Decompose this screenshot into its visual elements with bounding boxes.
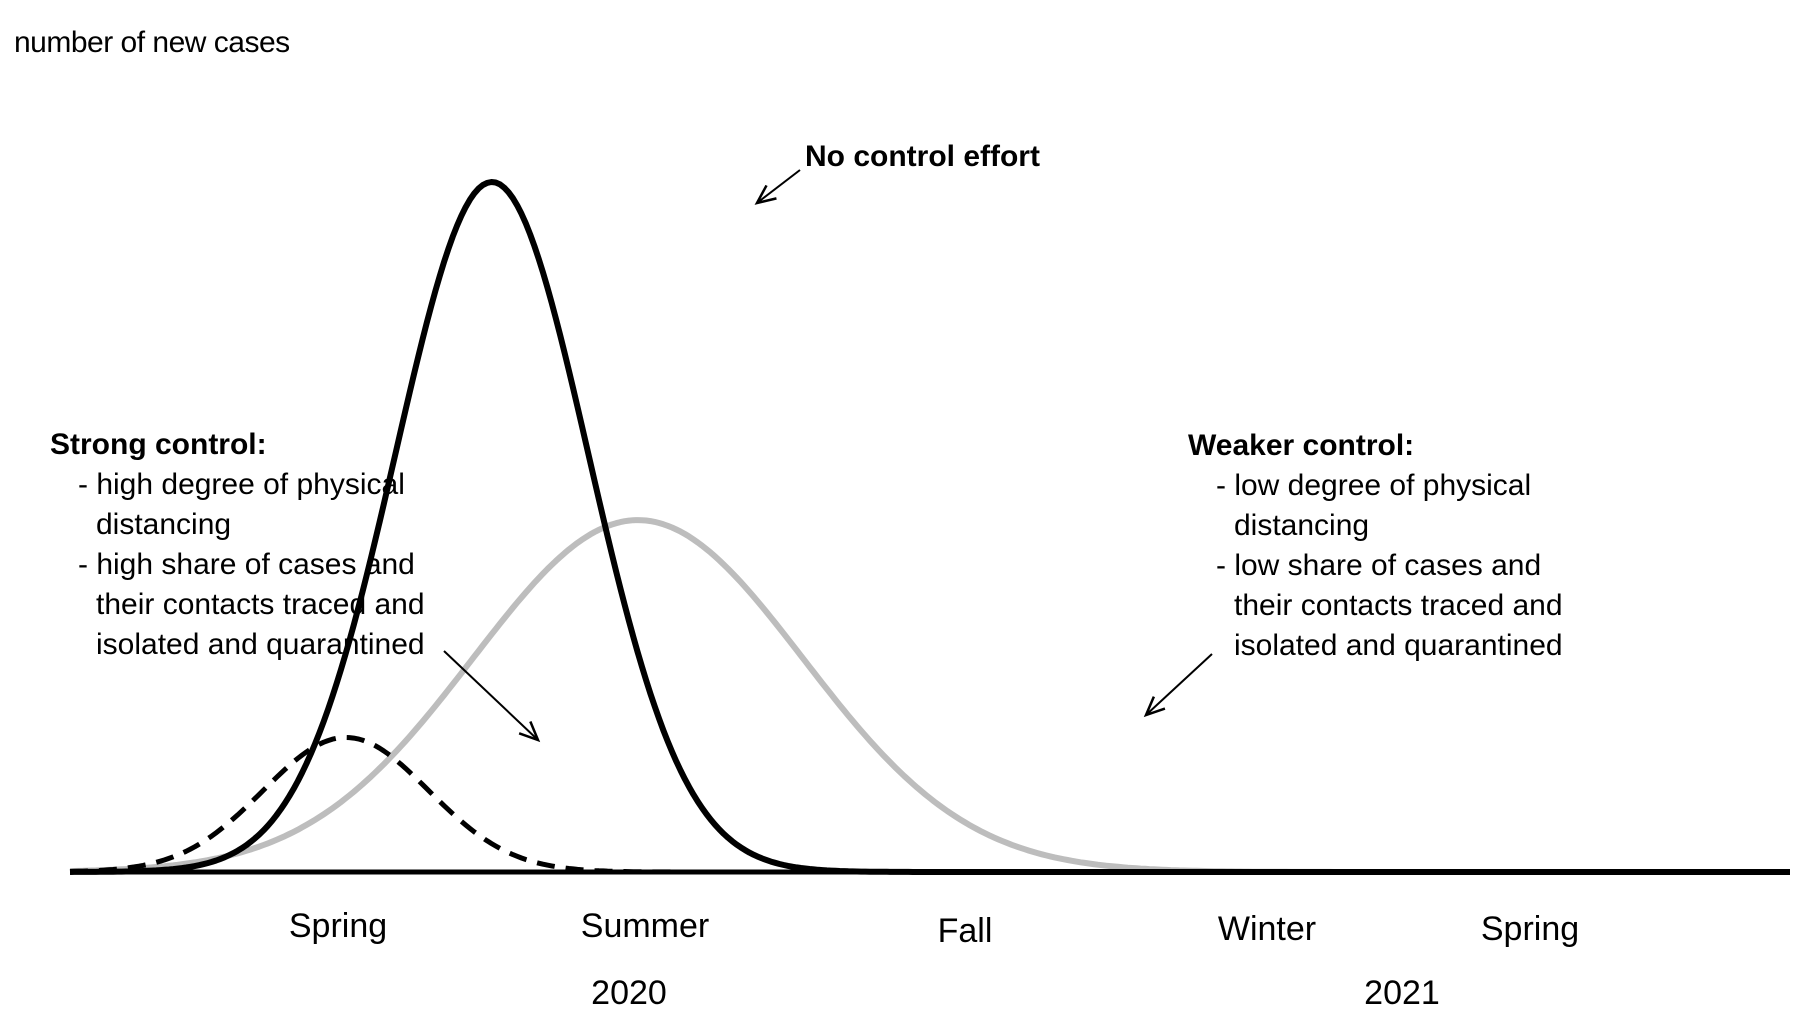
x-tick-label: Summer (581, 907, 709, 945)
weaker-control-line: isolated and quarantined (1234, 629, 1563, 662)
year-label: 2021 (1364, 974, 1440, 1012)
strong-control-line: their contacts traced and (96, 588, 425, 621)
annotation-arrows (443, 169, 1213, 743)
weaker-control-line: - low degree of physical (1216, 469, 1532, 502)
strong-control-annotation: Strong control: - high degree of physica… (50, 425, 425, 665)
weaker-control-line: distancing (1234, 509, 1370, 542)
strong-control-line: isolated and quarantined (96, 628, 425, 661)
weaker-control-arrow (1143, 653, 1213, 718)
weaker-control-annotation: Weaker control: - low degree of physical… (1188, 426, 1563, 666)
no-control-label: No control effort (805, 140, 1040, 173)
strong-control-title: Strong control: (50, 428, 267, 461)
x-tick-label: Spring (289, 907, 387, 945)
x-tick-label: Winter (1218, 910, 1316, 948)
weaker-control-title: Weaker control: (1188, 429, 1415, 462)
series-line-strong-control (69, 735, 1790, 875)
strong-control-line: - high share of cases and (78, 548, 415, 581)
year-label: 2020 (591, 974, 667, 1012)
y-axis-label: number of new cases (14, 26, 290, 59)
weaker-control-line: - low share of cases and (1216, 549, 1542, 582)
strong-control-line: distancing (96, 508, 232, 541)
year-labels: 2020 2021 (591, 974, 1440, 1012)
x-tick-label: Fall (938, 912, 993, 950)
strong-control-line: - high degree of physical (78, 468, 405, 501)
weaker-control-line: their contacts traced and (1234, 589, 1563, 622)
x-tick-labels: Spring Summer Fall Winter Spring (289, 907, 1579, 950)
x-tick-label: Spring (1481, 910, 1579, 948)
no-control-arrow (754, 169, 801, 205)
strong-control-arrow (443, 650, 541, 743)
